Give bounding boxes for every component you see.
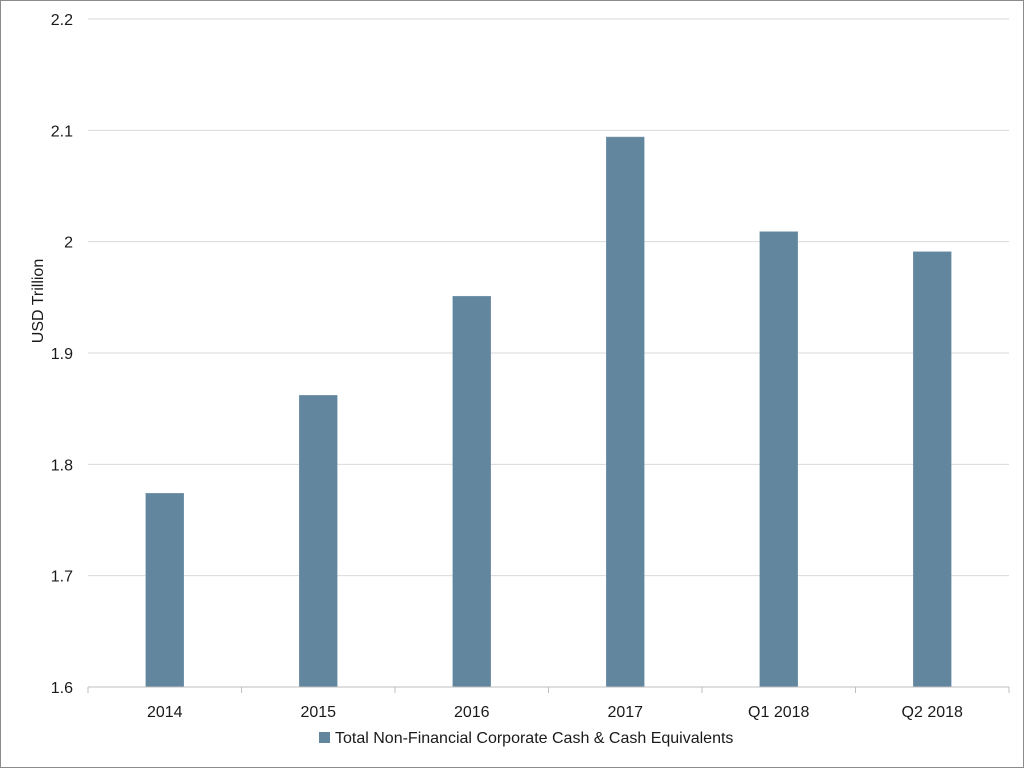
y-tick-label: 2	[64, 235, 73, 252]
x-tick-label: Q2 2018	[902, 704, 963, 721]
legend: Total Non-Financial Corporate Cash & Cas…	[319, 730, 733, 747]
bar	[145, 493, 184, 688]
y-axis-ticks: 1.6 1.7 1.8 1.9 2 2.1 2.2	[51, 12, 73, 697]
y-tick-label: 1.8	[51, 457, 73, 474]
x-tick-label: 2015	[300, 704, 336, 721]
x-tick-label: 2014	[147, 704, 183, 721]
y-tick-label: 1.7	[51, 569, 73, 586]
x-tick-label: 2017	[607, 704, 643, 721]
x-tick-label: 2016	[454, 704, 490, 721]
y-tick-label: 2.2	[51, 12, 73, 29]
y-axis-title: USD Trillion	[30, 259, 47, 343]
bar	[606, 136, 645, 688]
bar	[452, 295, 491, 688]
bars	[145, 136, 952, 688]
bar	[299, 395, 338, 688]
bar	[913, 251, 952, 688]
gridlines	[88, 18, 1009, 577]
legend-swatch	[319, 732, 330, 743]
legend-label: Total Non-Financial Corporate Cash & Cas…	[335, 730, 733, 747]
x-axis: 2014 2015 2016 2017 Q1 2018 Q2 2018	[87, 686, 1010, 721]
y-tick-label: 1.9	[51, 346, 73, 363]
x-tick-label: Q1 2018	[748, 704, 809, 721]
bar	[759, 231, 798, 688]
y-tick-label: 1.6	[51, 680, 73, 697]
y-tick-label: 2.1	[51, 123, 73, 140]
